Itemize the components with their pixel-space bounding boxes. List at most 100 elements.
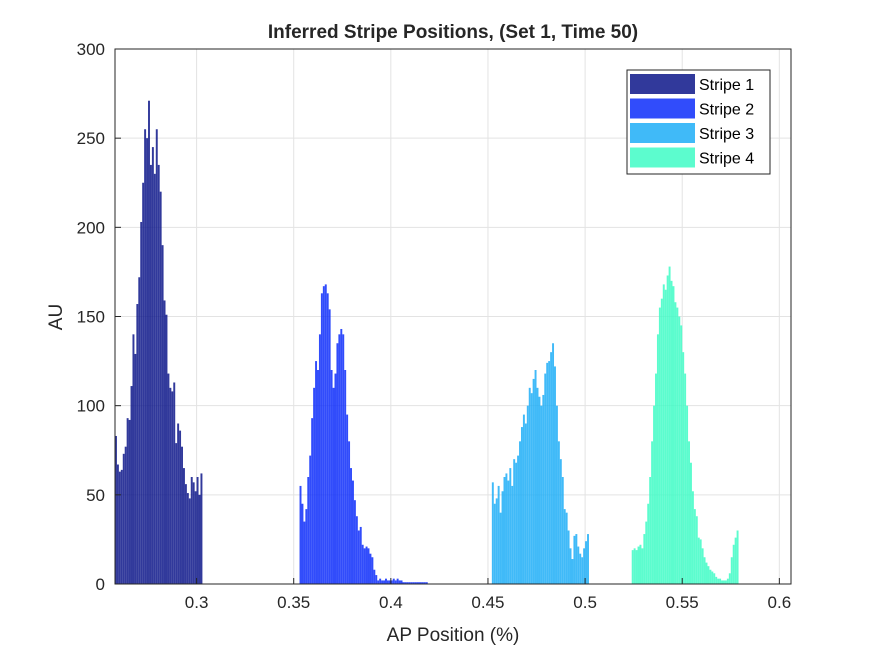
histogram-bar	[662, 284, 665, 584]
histogram-bar	[561, 477, 564, 584]
histogram-bar	[313, 387, 316, 584]
histogram-bar	[497, 485, 500, 584]
histogram-bar	[179, 430, 182, 584]
histogram-bar	[668, 266, 671, 584]
histogram-bar	[350, 468, 352, 584]
histogram-bar	[520, 427, 523, 584]
histogram-bar	[717, 578, 720, 584]
legend-label: Stripe 4	[699, 151, 754, 168]
histogram-bar	[540, 405, 543, 584]
x-tick-label: 0.3	[185, 593, 209, 612]
histogram-bar	[398, 580, 401, 584]
histogram-bar	[536, 387, 539, 584]
histogram-bar	[182, 468, 185, 584]
histogram-bar	[146, 138, 149, 584]
histogram-bar	[736, 530, 739, 584]
histogram-bar	[369, 553, 372, 584]
histogram-bar	[724, 580, 727, 584]
histogram-bar	[169, 387, 172, 584]
histogram-bar	[491, 482, 494, 584]
histogram-bar	[396, 578, 399, 584]
histogram-bar	[639, 544, 642, 584]
histogram-bar	[192, 482, 195, 584]
histogram-bar	[336, 343, 339, 584]
histogram-bar	[509, 468, 512, 584]
histogram-bar	[522, 414, 525, 584]
histogram-bar	[177, 423, 180, 584]
histogram-bar	[734, 537, 737, 584]
histogram-bar	[583, 548, 586, 584]
x-tick-label: 0.4	[379, 593, 403, 612]
histogram-bar	[305, 509, 308, 584]
x-tick-label: 0.55	[666, 593, 699, 612]
histogram-bar	[149, 164, 152, 584]
histogram-bar	[190, 477, 193, 584]
histogram-bar	[309, 455, 312, 584]
histogram-bar	[130, 386, 133, 584]
histogram-bar	[155, 129, 158, 584]
histogram-bar	[115, 435, 117, 584]
histogram-bar	[386, 580, 389, 584]
histogram-bar	[713, 573, 716, 584]
histogram-bar	[684, 373, 687, 584]
histogram-bar	[320, 293, 323, 584]
y-axis-label: AU	[46, 304, 67, 330]
histogram-bar	[392, 578, 395, 584]
histogram-bar	[680, 325, 683, 584]
x-ticks: 0.3 0.35 0.4 0.45 0.5 0.55 0.6	[185, 578, 791, 612]
histogram-bar	[299, 485, 302, 584]
histogram-bar	[148, 100, 150, 584]
histogram-bar	[328, 309, 331, 584]
histogram-bar	[517, 455, 520, 584]
histogram-bar	[373, 569, 376, 584]
x-tick-label: 0.6	[768, 593, 792, 612]
legend-swatch	[630, 98, 695, 119]
histogram-bar	[359, 526, 362, 584]
histogram-bar	[723, 580, 725, 584]
histogram-bar	[340, 328, 343, 584]
y-ticks: 0 50 100 150 200 250 300	[77, 40, 121, 594]
histogram-bar	[318, 334, 321, 584]
histogram-bar	[534, 370, 537, 584]
histogram-bar	[579, 553, 582, 584]
y-tick-label: 150	[77, 308, 105, 327]
histogram-bar	[552, 343, 555, 584]
histogram-bar	[691, 491, 694, 584]
histogram-bar	[344, 370, 347, 584]
histogram-bar	[419, 582, 422, 584]
series-3	[491, 343, 589, 584]
histogram-bar	[416, 582, 419, 584]
histogram-bar	[524, 423, 527, 584]
histogram-bar	[709, 569, 712, 584]
x-tick-label: 0.45	[471, 593, 504, 612]
histogram-bar	[670, 280, 673, 584]
histogram-bar	[138, 277, 141, 584]
histogram-bar	[116, 464, 119, 584]
legend: Stripe 1 Stripe 2 Stripe 3 Stripe 4	[626, 69, 771, 175]
histogram-bar	[674, 302, 677, 584]
histogram-bar	[658, 307, 661, 584]
histogram-bar	[726, 578, 729, 584]
histogram-bar	[165, 314, 168, 584]
histogram-bar	[140, 221, 143, 584]
histogram-bar	[515, 462, 518, 584]
histogram-bar	[649, 477, 652, 584]
histogram-bar	[402, 582, 405, 584]
legend-label: Stripe 1	[699, 77, 754, 94]
series-4	[631, 266, 739, 584]
histogram-bar	[544, 373, 547, 584]
histogram-bar	[530, 393, 533, 584]
histogram-bar	[693, 509, 696, 584]
histogram-bar	[503, 477, 506, 584]
histogram-bar	[728, 573, 731, 584]
histogram-bar	[501, 491, 504, 584]
histogram-bar	[567, 530, 570, 584]
legend-swatch	[630, 123, 695, 143]
histogram-bar	[363, 548, 366, 584]
histogram-bar	[585, 541, 588, 584]
histogram-bar	[421, 582, 424, 584]
histogram-bar	[660, 298, 663, 584]
legend-label: Stripe 3	[699, 126, 754, 143]
histogram-bar	[132, 334, 135, 584]
